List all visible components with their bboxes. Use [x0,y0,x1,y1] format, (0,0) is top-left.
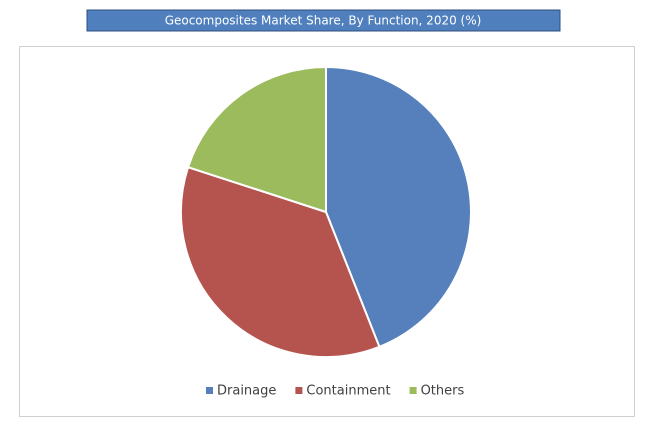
legend-swatch [206,387,213,394]
pie [180,65,472,358]
legend-label: Drainage [217,384,276,399]
legend: Drainage Containment Others [206,384,464,399]
chart-title: Geocomposites Market Share, By Function,… [165,14,482,28]
legend-label: Others [421,384,465,399]
pie-slice [180,165,381,358]
legend-swatch [409,387,417,394]
pie-slice [186,65,327,214]
title-box [86,9,561,32]
pie-slice [325,65,472,349]
legend-label: Containment [306,384,390,399]
legend-swatch [295,387,303,394]
